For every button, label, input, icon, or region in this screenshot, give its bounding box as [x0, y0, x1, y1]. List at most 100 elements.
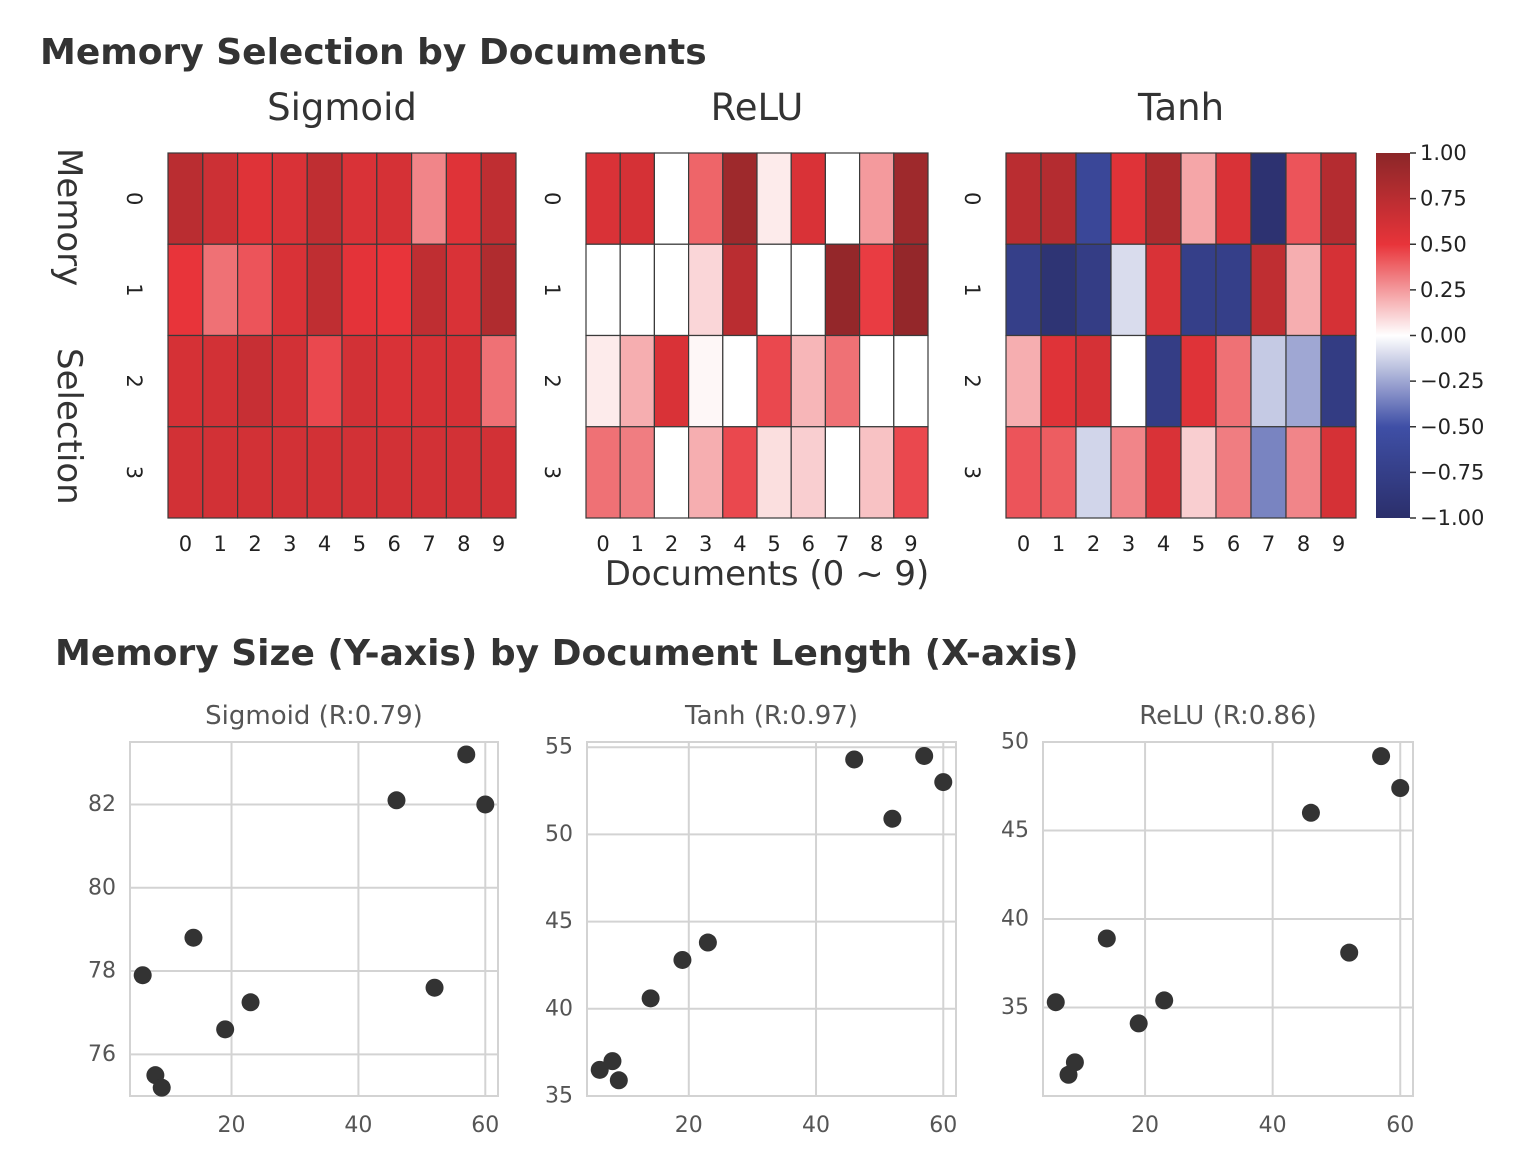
scatter-y-tick: 78: [88, 959, 116, 984]
heatmap-x-tick: 1: [1052, 532, 1065, 556]
heatmap-cell: [1215, 334, 1252, 428]
scatter-x-tick: 60: [471, 1113, 499, 1138]
colorbar-tick-label: 0.00: [1420, 324, 1467, 348]
heatmap-title: Sigmoid: [267, 86, 417, 129]
heatmap-x-tick: 8: [870, 532, 883, 556]
colorbar-tick-label: −1.00: [1420, 506, 1484, 530]
heatmap-cell: [893, 426, 929, 519]
heatmap-cell: [858, 152, 895, 245]
heatmap-cell: [653, 334, 690, 428]
heatmap-cell: [167, 426, 204, 519]
heatmap-cell: [237, 152, 274, 245]
colorbar-gradient: [1376, 153, 1410, 518]
heatmap-cell: [1250, 334, 1287, 428]
heatmap-cell: [790, 243, 827, 337]
heatmap-cell: [306, 426, 343, 519]
heatmap-cell: [376, 426, 413, 519]
scatter-x-tick: 20: [675, 1113, 703, 1138]
heatmap-cell: [1320, 334, 1357, 428]
scatter-point: [673, 950, 692, 969]
heatmap-cell: [1110, 152, 1147, 245]
heatmap-cell: [1180, 152, 1217, 245]
heatmap-cell: [1145, 152, 1182, 245]
heatmap-x-tick: 1: [631, 532, 644, 556]
heatmap-cell: [1110, 426, 1147, 519]
colorbar: 1.00 0.75 0.50 0.25 0.00 −0.25 −0.50 −0.75 −1.00: [1376, 141, 1484, 530]
heatmap-cell: [1320, 426, 1357, 519]
heatmap-cell: [687, 334, 724, 428]
scatter-frame: [129, 741, 499, 1097]
scatter-title: Sigmoid (R:0.79): [205, 701, 423, 731]
scatter-x-tick: 40: [344, 1113, 372, 1138]
heatmap-cell: [893, 152, 929, 245]
heatmap-cell: [687, 152, 724, 245]
scatter-plot-3: 20 40 60 35 40 45 50 ReLU (R:0.86): [1001, 701, 1414, 1138]
heatmap-cell: [1040, 334, 1077, 428]
heatmap-cell: [202, 426, 239, 519]
heatmap-cell: [445, 334, 482, 428]
scatter-plot-1: 20 40 60 76 78 80 82 Sigmoid (R:0.79): [88, 701, 499, 1138]
scatter-point: [1155, 991, 1174, 1010]
heatmap-cell: [1110, 334, 1147, 428]
scatter-point: [698, 933, 717, 952]
heatmap-x-tick: 0: [179, 532, 192, 556]
colorbar-tick-label: 0.50: [1420, 232, 1467, 256]
colorbar-tick-label: 0.25: [1420, 278, 1467, 302]
scatter-point: [845, 750, 864, 769]
heatmap-y-tick: 0: [540, 192, 564, 205]
scatter-point: [152, 1078, 171, 1097]
heatmap-cell: [1285, 334, 1322, 428]
heatmap-x-tick: 7: [1262, 532, 1275, 556]
scatter-point: [915, 746, 934, 765]
heatmap-cell: [756, 243, 792, 337]
scatter-point: [1097, 929, 1116, 948]
heatmap-cell: [237, 243, 274, 337]
scatter-point: [1129, 1014, 1148, 1033]
heatmap-x-tick: 6: [802, 532, 815, 556]
heatmap-y-tick: 3: [122, 466, 146, 479]
scatter-y-tick: 55: [545, 735, 573, 760]
heatmap-cell: [585, 334, 621, 428]
heatmap-x-tick: 4: [1157, 532, 1170, 556]
heatmap-cell: [585, 243, 621, 337]
heatmap-x-tick: 5: [767, 532, 780, 556]
scatter-point: [476, 795, 495, 814]
scatter-y-tick: 40: [545, 996, 573, 1021]
heatmap-y-tick: 0: [960, 192, 984, 205]
scatter-point: [133, 966, 152, 985]
heatmap-cell: [619, 152, 656, 245]
colorbar-tick-label: 0.75: [1420, 187, 1467, 211]
scatter-x-tick: 60: [1386, 1113, 1414, 1138]
heatmap-x-tick: 8: [1297, 532, 1310, 556]
heatmap-cell: [824, 152, 861, 245]
colorbar-tick-label: −0.25: [1420, 369, 1484, 393]
heatmap-cell: [202, 334, 239, 428]
scatter-point: [1046, 993, 1065, 1012]
heatmap-y-tick: 1: [540, 283, 564, 296]
heatmap-title: Tanh: [1137, 86, 1224, 129]
heatmap-cell: [1040, 152, 1077, 245]
scatter-panels: 20 40 60 76 78 80 82 Sigmoid (R:0.79) 20 40 60 35 40…: [88, 701, 1414, 1138]
heatmap-cell: [341, 152, 378, 245]
scatter-title: Tanh (R:0.97): [684, 701, 858, 731]
scatter-point: [425, 978, 444, 997]
heatmap-cell: [1320, 243, 1357, 337]
heatmap-cell: [1285, 426, 1322, 519]
heatmap-x-tick: 5: [1192, 532, 1205, 556]
heatmap-cell: [1215, 152, 1252, 245]
heatmap-cell: [1005, 243, 1042, 337]
scatter-point: [216, 1020, 235, 1039]
scatter-y-tick: 76: [88, 1042, 116, 1067]
scatter-point: [184, 928, 203, 947]
heatmap-cell: [1320, 152, 1357, 245]
heatmap-cell: [893, 334, 929, 428]
heatmap-ylabel-memory: Memory: [49, 148, 89, 286]
colorbar-tick-label: −0.75: [1420, 460, 1484, 484]
heatmap-cell: [824, 334, 861, 428]
heatmap-cell: [1040, 243, 1077, 337]
scatter-y-tick: 50: [1001, 730, 1029, 755]
heatmap-y-tick: 1: [122, 283, 146, 296]
heatmap-cell: [271, 334, 308, 428]
